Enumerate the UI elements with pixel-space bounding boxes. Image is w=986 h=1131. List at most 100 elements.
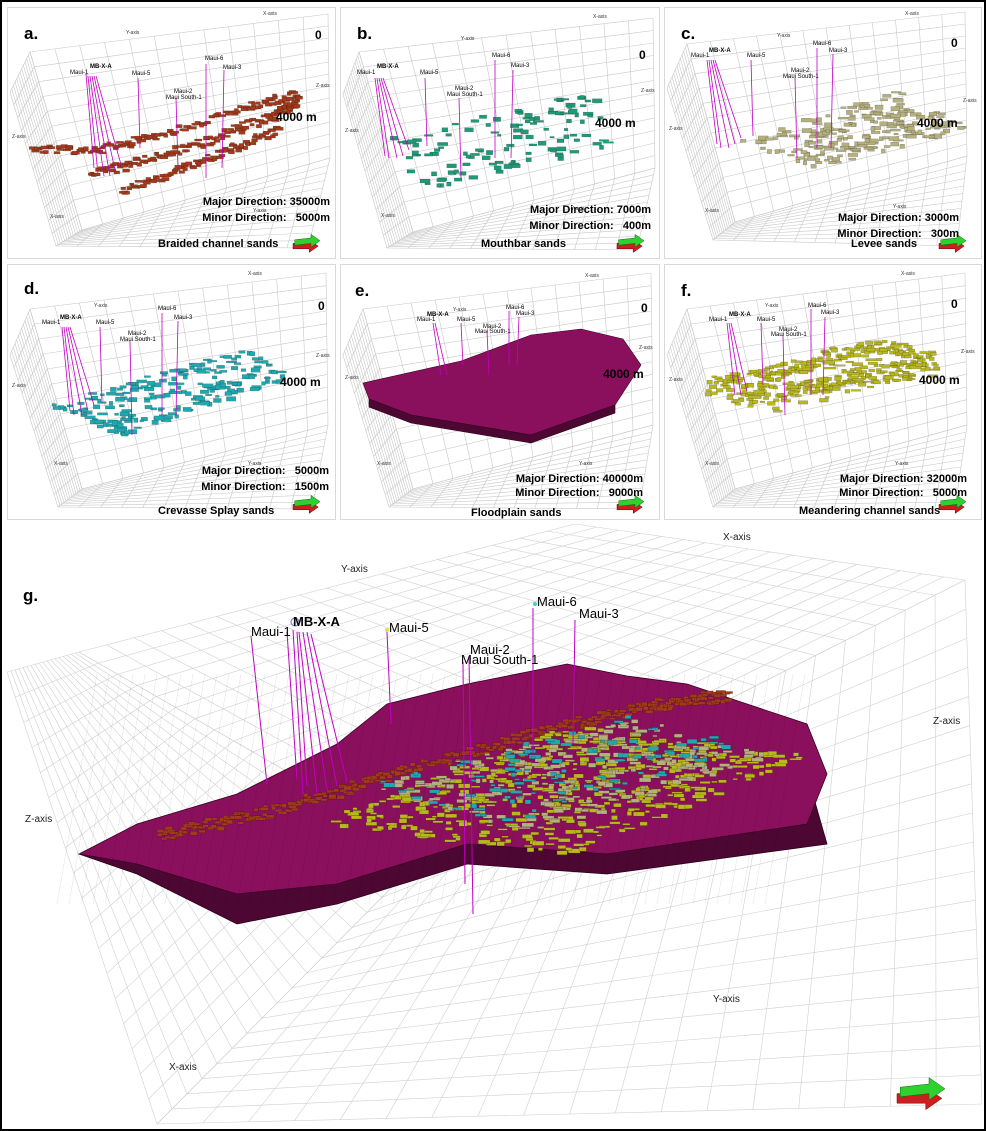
facies-cell: [127, 413, 136, 417]
facies-cell: [550, 149, 557, 153]
arrow-top: [294, 494, 321, 509]
facies-cell: [490, 784, 496, 787]
facies-cell: [497, 828, 508, 831]
facies-cell: [181, 128, 189, 132]
facies-cell: [890, 106, 900, 112]
well-path: [298, 631, 318, 795]
facies-cell: [603, 729, 614, 734]
facies-cell: [759, 400, 766, 403]
facies-cell: [505, 748, 513, 752]
grid-line: [29, 51, 83, 231]
facies-cell: [645, 810, 650, 813]
facies-cell: [429, 800, 438, 805]
facies-cell: [724, 374, 731, 379]
facies-cell: [522, 792, 532, 796]
facies-cell: [663, 766, 669, 771]
facies-cell: [770, 371, 776, 375]
grid-line: [392, 673, 434, 905]
facies-cell: [151, 158, 158, 162]
facies-cell: [890, 344, 902, 348]
facies-cell: [616, 712, 625, 716]
facies-cell: [596, 809, 608, 815]
facies-cell: [555, 733, 562, 737]
facies-cell: [545, 752, 552, 756]
facies-cell: [157, 407, 165, 410]
facies-cell: [143, 397, 152, 400]
facies-cell: [774, 149, 780, 154]
facies-cell: [584, 99, 591, 103]
facies-cell: [419, 801, 426, 807]
facies-cell: [880, 98, 888, 102]
facies-cell: [597, 781, 606, 786]
facies-cell: [619, 743, 628, 747]
grid-line: [228, 26, 248, 183]
grid-line: [428, 673, 470, 905]
facies-cell: [711, 780, 718, 783]
facies-cell: [532, 120, 544, 123]
facies-cell: [709, 384, 718, 389]
facies-cell: [111, 420, 118, 426]
facies-cell: [449, 765, 458, 771]
facies-cell: [268, 129, 276, 132]
grid-line: [956, 155, 968, 247]
grid-line: [332, 673, 374, 905]
facies-cell: [521, 822, 535, 828]
facies-cell: [847, 135, 853, 140]
facies-cell: [469, 810, 480, 813]
well-trajectories: [374, 60, 514, 179]
facies-cell: [223, 354, 232, 359]
facies-cell: [254, 360, 263, 364]
facies-cell: [161, 177, 170, 182]
well-path: [380, 77, 404, 157]
facies-cell: [732, 778, 738, 781]
facies-cell: [451, 833, 458, 836]
grid-line: [584, 673, 626, 905]
facies-cell: [465, 154, 471, 159]
facies-cell: [850, 349, 856, 353]
facies-cell: [727, 765, 733, 770]
facies-cell: [204, 817, 213, 822]
grid-line: [116, 673, 158, 905]
facies-cell: [501, 818, 514, 822]
well-label-maui-3: Maui-3: [579, 606, 619, 621]
facies-cell: [487, 819, 493, 824]
facies-cell: [753, 390, 765, 395]
facies-cell: [913, 353, 919, 358]
facies-cell: [832, 386, 841, 391]
facies-cell: [695, 798, 708, 802]
facies-cell: [549, 136, 555, 139]
well-trajectories: [432, 311, 520, 376]
facies-cell: [140, 184, 147, 188]
facies-cell: [438, 146, 445, 149]
facies-cell: [424, 182, 431, 185]
facies-cell: [868, 376, 877, 380]
facies-cell: [879, 348, 888, 352]
grid-line: [290, 430, 308, 509]
grid-line: [79, 165, 329, 232]
facies-cell: [890, 141, 900, 147]
panel-b-view: [342, 17, 656, 253]
facies-cell: [444, 808, 451, 813]
facies-cell: [721, 690, 726, 694]
facies-cell: [839, 383, 846, 387]
facies-cell: [671, 791, 683, 794]
grid-line: [596, 673, 638, 905]
facies-cell: [496, 814, 506, 819]
facies-cell: [718, 779, 727, 783]
facies-cell: [549, 730, 556, 734]
grid-line: [408, 155, 655, 218]
facies-cell: [744, 750, 755, 755]
facies-cell: [758, 752, 765, 758]
facies-cell: [409, 789, 421, 794]
grid-line: [272, 673, 314, 905]
axis-y-label: Y-axis: [893, 204, 907, 210]
facies-cell: [911, 121, 918, 126]
grid-line: [680, 673, 722, 905]
facies-cell: [780, 134, 788, 138]
facies-cell: [444, 839, 457, 843]
facies-cell: [627, 808, 635, 812]
facies-cell: [376, 814, 384, 818]
arrow-top: [899, 1077, 946, 1101]
facies-cell: [456, 763, 467, 767]
facies-cell: [573, 843, 585, 847]
